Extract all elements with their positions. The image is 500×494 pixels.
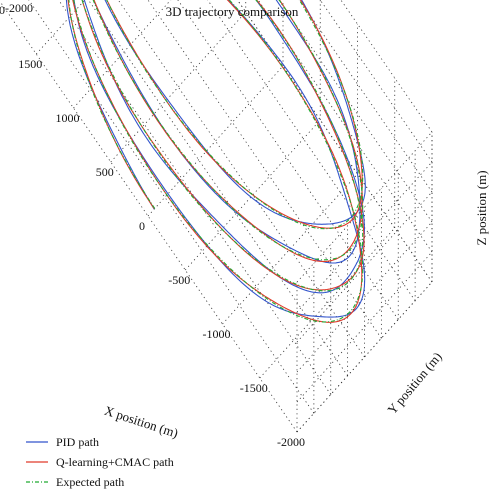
grid-line (110, 11, 247, 163)
chart-title: 3D trajectory comparison (166, 4, 299, 19)
grid-line (259, 227, 396, 379)
grid-line (236, 0, 433, 283)
x-axis-label: X position (m) (103, 403, 180, 441)
x-tick-label: -2000 (277, 435, 305, 449)
y-tick-label: -2000 (5, 1, 33, 15)
grid-line (296, 221, 433, 373)
x-tick-label: 1500 (18, 57, 42, 71)
series-layer (65, 0, 366, 323)
x-tick-label: -500 (168, 273, 190, 287)
grid-line (236, 0, 433, 283)
legend-label: Expected path (56, 475, 124, 489)
grid-line (296, 191, 433, 343)
grid-line (35, 0, 86, 55)
x-tick-label: -1000 (203, 327, 231, 341)
grid-line (319, 0, 433, 163)
x-tick-label: -1500 (240, 381, 268, 395)
grid-line (222, 173, 358, 325)
grid-line (87, 0, 348, 376)
series-line-3 (68, 0, 364, 323)
grid-line (296, 281, 433, 433)
legend: PID path Q-learning+CMAC path Expected pat… (26, 435, 174, 489)
x-tick-label: 2000 (0, 3, 5, 17)
x-tick-label: 0 (139, 219, 145, 233)
series-line-1 (65, 0, 366, 318)
grid-line (299, 0, 433, 193)
z-axis-label: Z position (m) (474, 170, 489, 245)
y-axis-label: Y position (m) (384, 349, 444, 417)
grid-layer (0, 0, 433, 433)
x-tick-label: 1000 (56, 111, 80, 125)
grid-line (296, 251, 433, 403)
grid-line (278, 0, 433, 223)
grid-line (147, 65, 284, 217)
legend-label: PID path (56, 435, 99, 449)
grid-line (296, 131, 433, 283)
grid-line (184, 119, 321, 271)
x-tick-label: 500 (96, 165, 114, 179)
grid-line (58, 0, 332, 395)
grid-line (296, 161, 433, 313)
legend-label: Q-learning+CMAC path (56, 455, 174, 469)
ticks-layer: -2000-1500-1000-5000500100015002000-2000… (0, 1, 305, 449)
